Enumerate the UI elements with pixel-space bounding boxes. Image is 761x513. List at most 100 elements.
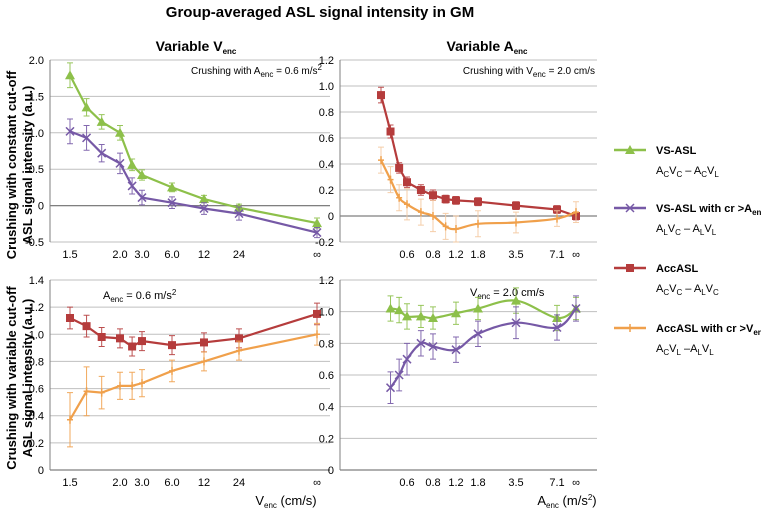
data-point	[451, 345, 461, 355]
data-point	[452, 196, 460, 205]
annotation-sup: 2	[172, 288, 177, 297]
annotation-tail: = 0.6 m/s	[123, 290, 172, 302]
annotation-sub: enc	[533, 70, 546, 79]
data-point	[475, 219, 481, 228]
data-point	[314, 330, 320, 339]
formula-term: V	[704, 223, 712, 235]
formula-term: V	[668, 223, 676, 235]
x-tick-label: 1.5	[62, 477, 77, 489]
formula-sub: C	[713, 288, 719, 297]
series-line	[389, 307, 577, 389]
legend-label-name: VS-ASL with cr >A	[656, 203, 752, 215]
x-tick-label: 7.1	[549, 249, 564, 261]
formula-sub: L	[700, 228, 705, 237]
data-point	[137, 170, 147, 180]
formula-sub: C	[663, 170, 669, 179]
row-label-variable: Crushing with variable cut-off ASL signa…	[4, 286, 35, 470]
formula-term: V	[669, 283, 677, 295]
x-tick-label: 1.2	[448, 477, 463, 489]
data-point	[511, 318, 521, 328]
y-tick-label: 0.2	[29, 438, 44, 450]
y-tick-label: 0	[38, 201, 44, 213]
formula-term: A	[656, 283, 664, 295]
formula-term: –	[682, 283, 694, 295]
formula-sub: L	[714, 170, 719, 179]
data-point	[416, 338, 426, 348]
y-tick-label: 0.2	[319, 433, 334, 445]
panel-annotation: Crushing with Venc = 2.0 cm/s	[463, 66, 595, 79]
x-tick-label: 12	[198, 477, 210, 489]
data-point	[512, 201, 520, 210]
y-tick-label: 0.6	[319, 133, 334, 145]
data-point	[236, 346, 242, 355]
data-point	[378, 156, 384, 165]
series-vscr	[65, 118, 322, 239]
data-point	[573, 208, 579, 217]
legend-label: VS-ASL with cr >Aenc	[656, 203, 761, 217]
annotation-tail: = 2.0 cm/s	[490, 287, 545, 299]
annotation-sub: enc	[260, 70, 273, 79]
legend-label-sub: enc	[753, 328, 761, 337]
x-tick-label: 3.5	[508, 249, 523, 261]
x-axis-label-venc: Venc (cm/s)	[255, 493, 316, 510]
series-acccr	[67, 322, 320, 448]
data-point	[199, 203, 209, 214]
data-point	[416, 186, 425, 194]
data-point	[571, 303, 581, 314]
data-point	[313, 309, 321, 318]
column-header-venc: Variable Venc	[156, 38, 237, 56]
data-point	[66, 314, 74, 322]
data-point	[138, 337, 146, 346]
data-point	[415, 311, 426, 321]
x-tick-label: ∞	[572, 477, 580, 489]
y-tick-label: 0.4	[319, 402, 334, 414]
annotation-tail: = 2.0 cm/s	[546, 66, 595, 77]
legend-formula: ACVC – ALVC	[656, 283, 719, 297]
data-point	[451, 308, 461, 318]
formula-sub: C	[663, 348, 669, 357]
x-tick-label: 2.0	[112, 249, 127, 261]
series-acccr	[378, 146, 579, 243]
y-tick-label: 1.0	[319, 81, 334, 93]
formula-term: A	[656, 343, 664, 355]
y-tick-label: 2.0	[29, 55, 44, 67]
x-tick-label: ∞	[572, 249, 580, 261]
x-tick-label: ∞	[313, 477, 321, 489]
x-tick-label: 1.2	[448, 249, 463, 261]
data-point	[167, 198, 177, 208]
data-point	[428, 341, 438, 352]
formula-term: A	[656, 165, 664, 177]
y-tick-label: -0.5	[25, 237, 44, 249]
formula-sub: C	[663, 288, 669, 297]
formula-term: A	[656, 223, 664, 235]
data-point	[167, 182, 177, 192]
legend-item-acccr: AccASL with cr >VencACVL –ALVL	[614, 323, 761, 357]
series-line	[390, 299, 577, 320]
y-tick-label: 1.2	[29, 302, 44, 314]
data-point	[65, 126, 75, 136]
data-point	[201, 357, 207, 366]
x-tick-label: 6.0	[164, 249, 179, 261]
row-label-constant-line1: Crushing with constant cut-off	[4, 70, 19, 259]
annotation-main: A	[103, 290, 111, 302]
formula-term: A	[693, 223, 701, 235]
data-point	[473, 329, 483, 339]
y-tick-label: 0.2	[319, 185, 334, 197]
panel-annotation: Crushing with Aenc = 0.6 m/s2	[191, 63, 323, 79]
row-label-constant: Crushing with constant cut-off ASL signa…	[4, 70, 35, 259]
x-tick-label: 12	[198, 249, 210, 261]
formula-term: V	[707, 165, 715, 177]
legend-formula: ACVL –ALVL	[656, 343, 714, 357]
annotation-sup: 2	[318, 63, 323, 72]
legend-swatch-marker	[625, 203, 635, 213]
data-point	[377, 91, 385, 100]
formula-term: A	[694, 165, 702, 177]
data-point	[127, 181, 137, 191]
formula-sub: L	[712, 228, 717, 237]
x-tick-label: 24	[233, 477, 245, 489]
x-tick-label: 3.0	[134, 477, 149, 489]
y-tick-label: 1.0	[319, 307, 334, 319]
